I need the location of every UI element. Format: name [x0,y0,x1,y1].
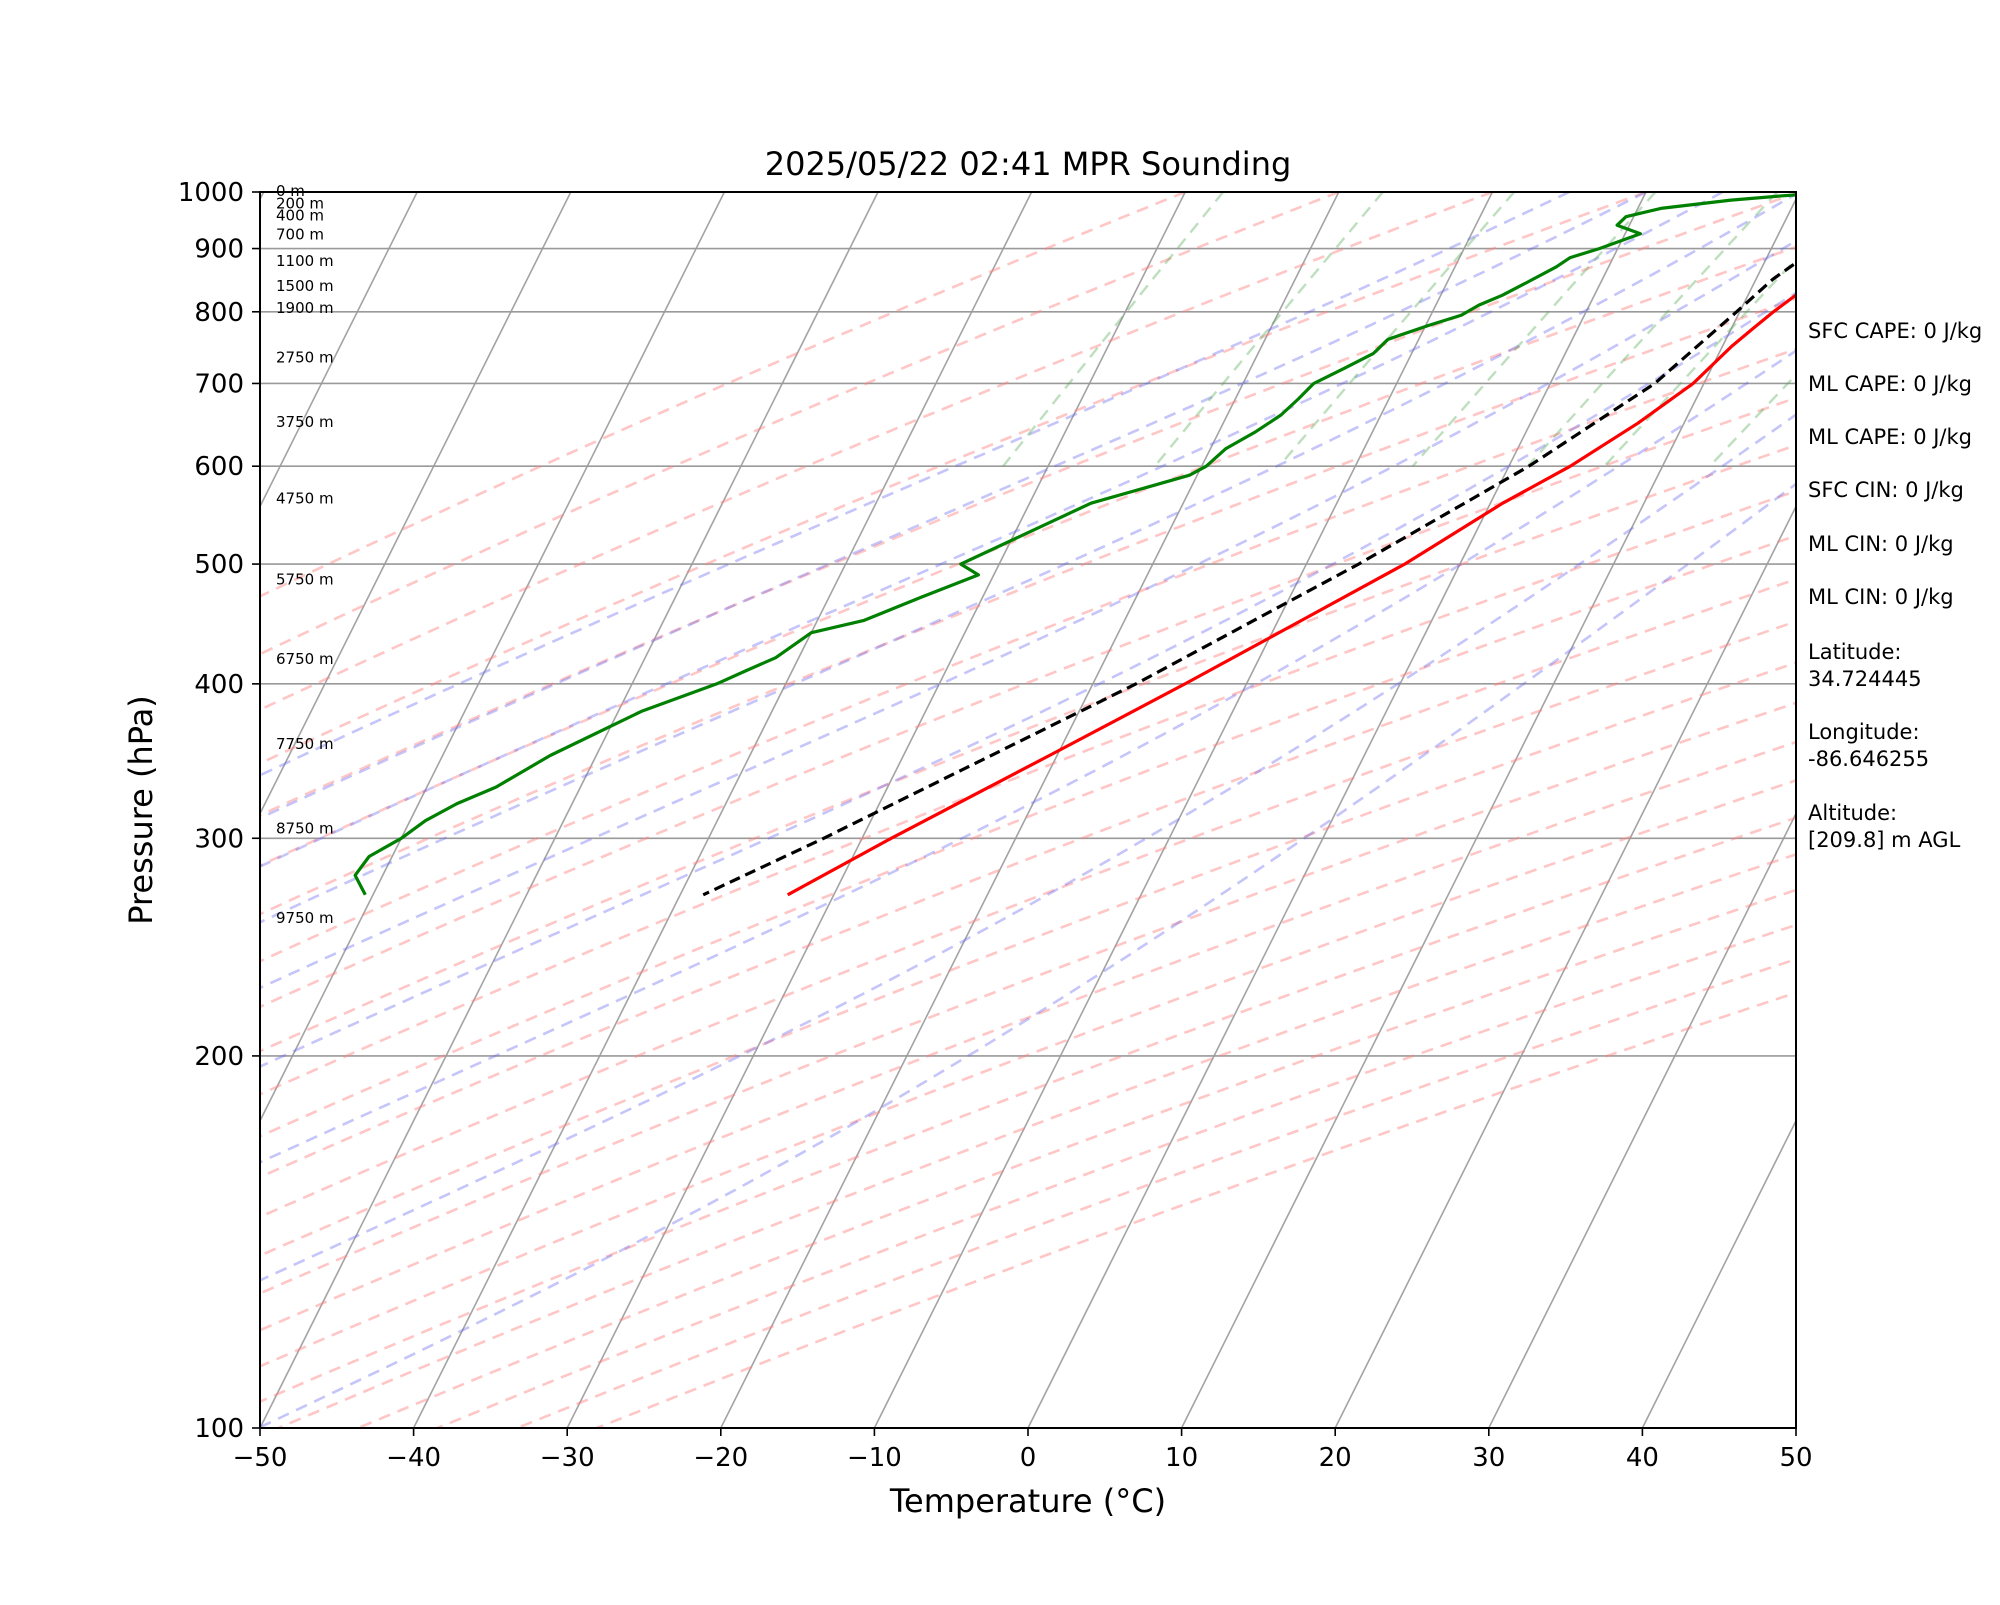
height-label: 1500 m [276,277,334,295]
y-tick-label: 500 [194,550,244,580]
x-tick-label: 40 [1626,1443,1659,1473]
info-panel-line: SFC CAPE: 0 J/kg [1808,319,1982,343]
height-label: 1100 m [276,252,334,270]
isotherm-line [1028,192,1646,1428]
height-label: 4750 m [276,489,334,507]
isotherm-line [414,192,1032,1428]
dry-adiabat [0,192,1185,1428]
height-label: 5750 m [276,570,334,588]
moist-adiabat [258,192,2000,1428]
y-tick-label: 100 [194,1414,244,1444]
dry-adiabat [0,192,1800,1428]
sounding-profiles [355,194,2000,895]
y-tick-label: 900 [194,235,244,265]
x-tick-label: 30 [1472,1443,1505,1473]
isotherm-line [0,192,571,1428]
mixing-ratio-line [1413,192,1656,466]
y-axis-title: Pressure (hPa) [122,695,160,925]
info-panel-line: [209.8] m AGL [1808,828,1961,852]
dewpoint-profile [355,194,1814,895]
x-tick-label: −20 [693,1443,748,1473]
dry-adiabat [119,192,2000,1428]
height-label: 1900 m [276,299,334,317]
dry-adiabat [199,192,2000,1428]
y-tick-label: 700 [194,369,244,399]
y-tick-label: 200 [194,1042,244,1072]
x-tick-label: 50 [1779,1443,1812,1473]
x-tick-label: 20 [1319,1443,1352,1473]
height-label: 9750 m [276,909,334,927]
isotherm-line [874,192,1492,1428]
info-panel: SFC CAPE: 0 J/kg ML CAPE: 0 J/kg ML CAPE: … [1808,319,1982,852]
x-tick-label: −30 [540,1443,595,1473]
height-label: 2750 m [276,349,334,367]
dry-adiabat [438,192,2000,1428]
y-axis-ticks: 1000 900 800 700 600 500 400 300 200 100 [178,178,260,1444]
dry-adiabat [597,192,2000,1428]
info-panel-line: ML CIN: 0 J/kg [1808,532,1954,556]
dry-adiabat [279,192,2000,1428]
isotherm-line [0,192,110,1428]
height-label: 8750 m [276,819,334,837]
y-tick-label: 600 [194,452,244,482]
moist-adiabat [0,192,1723,1428]
x-tick-label: −50 [233,1443,288,1473]
info-panel-line: Longitude: [1808,720,1920,744]
height-label: 6750 m [276,650,334,668]
info-panel-line: Latitude: [1808,640,1902,664]
x-tick-label: 0 [1020,1443,1037,1473]
info-panel-line: ML CAPE: 0 J/kg [1808,372,1972,396]
height-label: 7750 m [276,735,334,753]
info-panel-line: ML CAPE: 0 J/kg [1808,425,1972,449]
chart-title: 2025/05/22 02:41 MPR Sounding [765,145,1292,183]
x-tick-label: −40 [386,1443,441,1473]
height-label: 700 m [276,226,324,244]
mixing-ratio-line [1279,192,1514,466]
isotherm-line [260,192,878,1428]
y-tick-label: 300 [194,824,244,854]
y-tick-label: 1000 [178,178,244,208]
y-tick-label: 400 [194,670,244,700]
x-axis-title: Temperature (°C) [889,1482,1166,1520]
x-tick-label: −10 [847,1443,902,1473]
height-label: 3750 m [276,413,334,431]
height-label: 400 m [276,207,324,225]
info-panel-line: 34.724445 [1808,667,1922,691]
info-panel-line: SFC CIN: 0 J/kg [1808,478,1964,502]
info-panel-line: -86.646255 [1808,747,1929,771]
info-panel-line: ML CIN: 0 J/kg [1808,585,1954,609]
x-axis-ticks: −50 −40 −30 −20 −10 0 10 20 30 40 50 [233,1428,1813,1473]
y-tick-label: 800 [194,298,244,328]
x-tick-label: 10 [1165,1443,1198,1473]
info-panel-line: Altitude: [1808,801,1897,825]
